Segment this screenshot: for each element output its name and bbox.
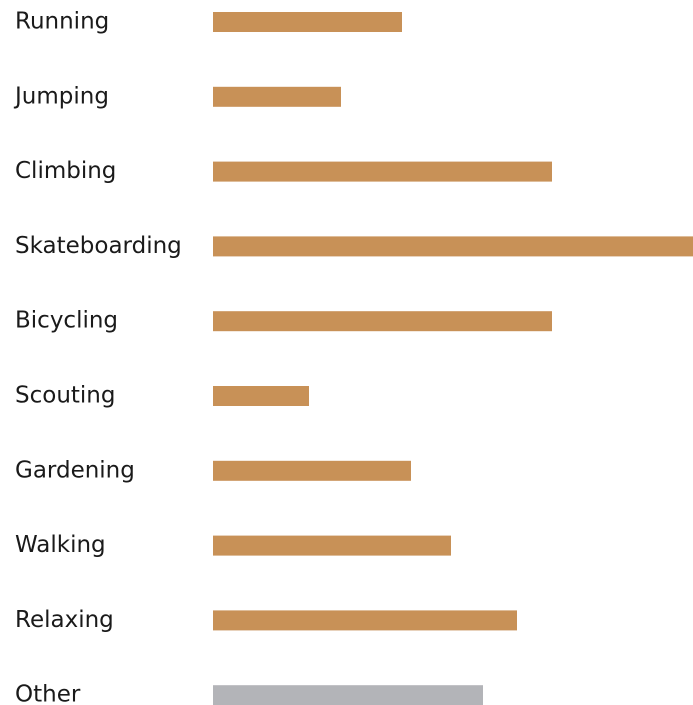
bar <box>213 161 552 182</box>
bar <box>213 610 517 631</box>
bar <box>213 236 693 257</box>
bar <box>213 685 483 705</box>
category-label: Jumping <box>13 83 109 109</box>
bar <box>213 12 402 32</box>
bar <box>213 86 341 107</box>
bar <box>213 386 309 406</box>
category-label: Gardening <box>15 457 135 483</box>
bar <box>213 311 552 332</box>
category-label: Other <box>15 682 81 705</box>
category-label: Bicycling <box>15 308 118 334</box>
bar <box>213 535 451 556</box>
category-label: Skateboarding <box>15 233 182 259</box>
bar <box>213 460 411 481</box>
category-label: Scouting <box>15 383 115 409</box>
category-label: Running <box>15 9 109 35</box>
category-label: Relaxing <box>15 607 114 633</box>
category-label: Walking <box>15 532 106 558</box>
category-label: Climbing <box>15 158 116 184</box>
